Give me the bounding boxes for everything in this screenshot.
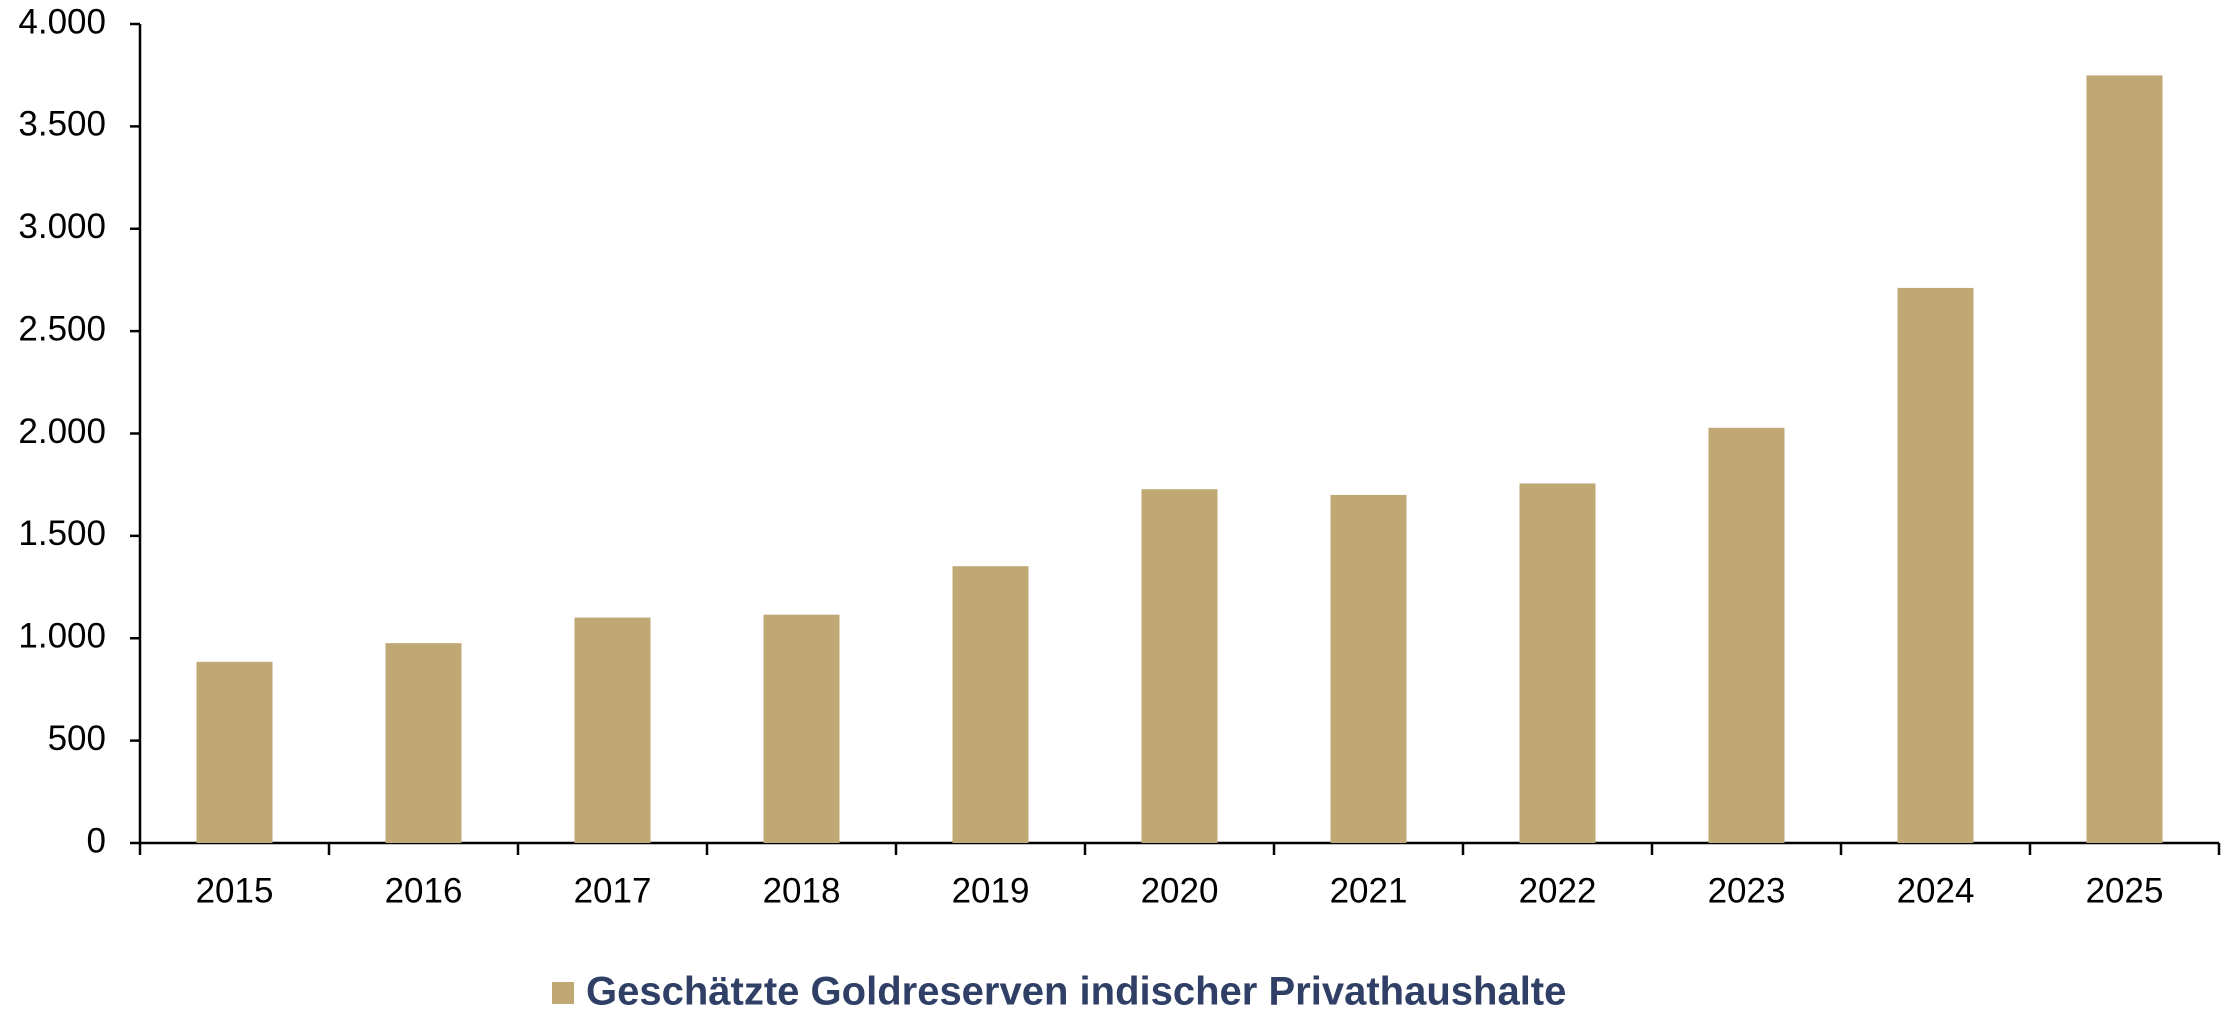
- y-tick-label: 3.500: [18, 105, 106, 144]
- x-tick-label: 2023: [1708, 871, 1786, 910]
- x-tick-label: 2024: [1897, 871, 1975, 910]
- y-tick-label: 4.000: [18, 2, 106, 41]
- x-tick-label: 2017: [574, 871, 652, 910]
- x-tick-label: 2019: [952, 871, 1030, 910]
- x-tick-label: 2018: [763, 871, 841, 910]
- bar: [385, 643, 462, 843]
- y-tick-label: 2.000: [18, 412, 106, 451]
- y-tick-label: 3.000: [18, 207, 106, 246]
- legend-swatch: [552, 982, 574, 1004]
- x-tick-label: 2020: [1141, 871, 1219, 910]
- y-tick-label: 500: [48, 719, 106, 758]
- bar: [1141, 489, 1218, 843]
- bar: [196, 661, 273, 843]
- bar: [1897, 287, 1974, 844]
- y-tick-label: 0: [87, 821, 106, 860]
- y-tick-label: 1.500: [18, 514, 106, 553]
- y-tick-label: 2.500: [18, 309, 106, 348]
- bar: [1708, 427, 1785, 843]
- bar: [1519, 483, 1596, 843]
- x-tick-label: 2022: [1519, 871, 1597, 910]
- x-tick-label: 2021: [1330, 871, 1408, 910]
- x-tick-label: 2025: [2086, 871, 2164, 910]
- x-tick-label: 2016: [385, 871, 463, 910]
- y-tick-label: 1.000: [18, 617, 106, 656]
- bar: [1330, 494, 1407, 843]
- bar: [763, 614, 840, 843]
- legend-label: Geschätzte Goldreserven indischer Privat…: [586, 970, 1566, 1014]
- x-tick-label: 2015: [196, 871, 274, 910]
- bar: [952, 566, 1029, 843]
- bar: [2086, 75, 2163, 843]
- bar: [574, 617, 651, 843]
